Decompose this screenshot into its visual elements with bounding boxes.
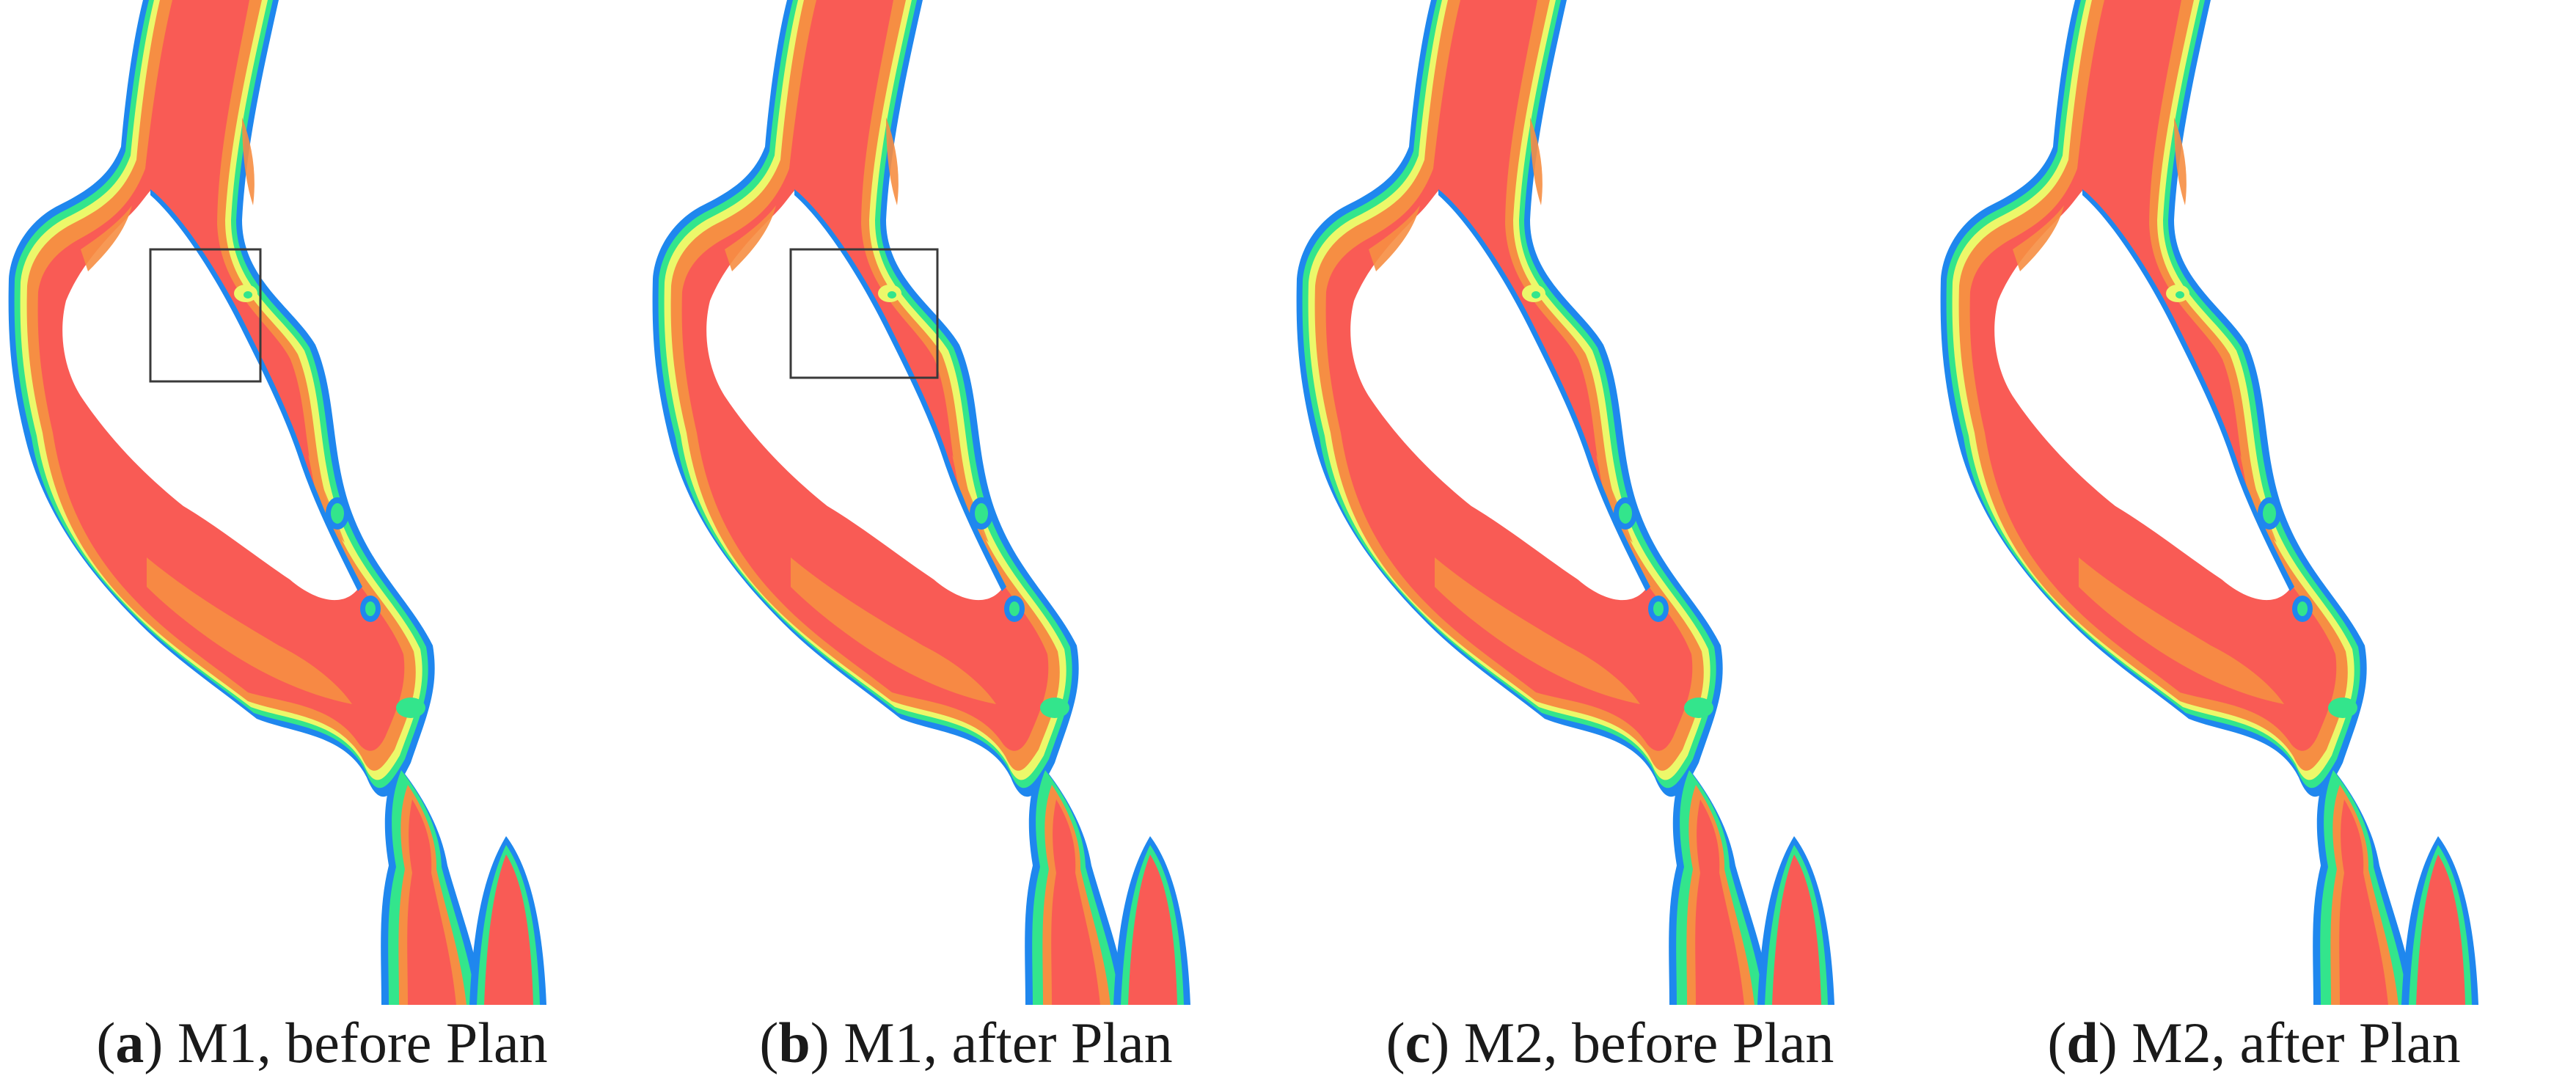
highlight-box-b (789, 248, 939, 379)
caption-b: (b) M1, after Plan (759, 1011, 1173, 1075)
panel-c: (c) M2, before Plan (1288, 0, 1932, 1087)
river-depth-map-b (652, 0, 1190, 1005)
caption-text-c: M2, before Plan (1463, 1011, 1834, 1075)
caption-c: (c) M2, before Plan (1386, 1011, 1834, 1075)
caption-letter-d: d (2066, 1011, 2099, 1075)
caption-letter-c: c (1405, 1011, 1431, 1075)
panel-d: (d) M2, after Plan (1932, 0, 2576, 1087)
caption-d: (d) M2, after Plan (2047, 1011, 2461, 1075)
caption-text-b: M1, after Plan (844, 1011, 1173, 1075)
caption-text-a: M1, before Plan (177, 1011, 548, 1075)
caption-letter-b: b (778, 1011, 811, 1075)
river-depth-map-a (8, 0, 547, 1005)
caption-letter-a: a (115, 1011, 144, 1075)
river-depth-map-c (1296, 0, 1834, 1005)
caption-a: (a) M1, before Plan (96, 1011, 548, 1075)
highlight-box-a (149, 248, 262, 383)
panel-a: (a) M1, before Plan (0, 0, 644, 1087)
caption-text-d: M2, after Plan (2132, 1011, 2461, 1075)
river-depth-map-d (1940, 0, 2478, 1005)
panel-b: (b) M1, after Plan (644, 0, 1288, 1087)
